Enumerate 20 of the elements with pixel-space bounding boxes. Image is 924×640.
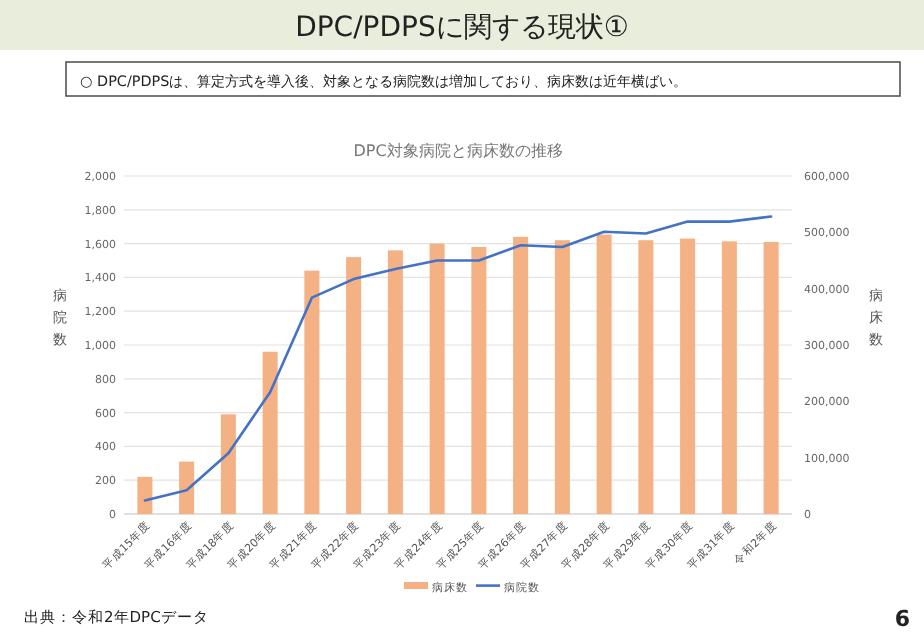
bar [513, 236, 529, 514]
chart-title: DPC/PDPSに関する現状① [295, 12, 629, 44]
bar [721, 241, 737, 514]
bar [554, 240, 570, 514]
line-series [143, 215, 773, 502]
bar [596, 234, 612, 514]
bar [763, 241, 779, 514]
bar [262, 351, 278, 514]
bar [429, 243, 445, 514]
text: 6 [894, 606, 911, 632]
bar [179, 461, 195, 514]
bar [346, 257, 362, 514]
bar [638, 240, 654, 514]
bar [304, 270, 320, 514]
bar [387, 250, 403, 514]
bar [220, 414, 236, 514]
bar [471, 246, 487, 514]
text: DPC対象病院と病床数の推移 [353, 142, 563, 160]
bar [680, 238, 696, 514]
bar [137, 476, 153, 514]
